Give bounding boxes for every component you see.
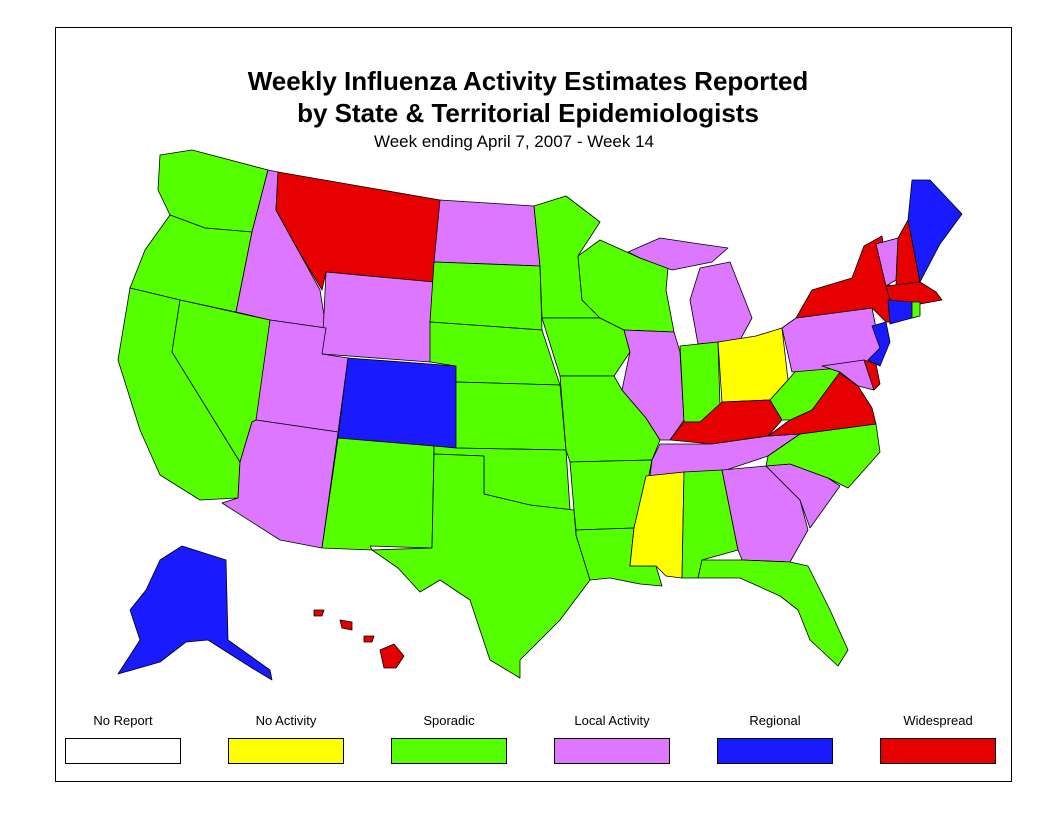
state-CT[interactable] bbox=[887, 299, 913, 325]
state-WY[interactable] bbox=[321, 271, 435, 363]
legend-swatch-sporadic bbox=[391, 738, 507, 764]
legend-label-regional: Regional bbox=[749, 713, 801, 728]
map-title-line1: Weekly Influenza Activity Estimates Repo… bbox=[247, 66, 809, 96]
map-subtitle: Week ending April 7, 2007 - Week 14 bbox=[373, 132, 655, 151]
state-SD[interactable] bbox=[429, 261, 543, 331]
state-HI[interactable] bbox=[313, 609, 405, 669]
legend-label-sporadic: Sporadic bbox=[423, 713, 475, 728]
state-MI-upper[interactable] bbox=[627, 237, 729, 271]
legend-label-no-activity: No Activity bbox=[255, 713, 317, 728]
map-title-line2: by State & Territorial Epidemiologists bbox=[297, 98, 759, 128]
state-FL[interactable] bbox=[697, 559, 849, 667]
state-NM[interactable] bbox=[321, 437, 435, 551]
state-WI[interactable] bbox=[577, 239, 675, 333]
state-CO[interactable] bbox=[337, 357, 457, 449]
legend-swatch-widespread bbox=[880, 738, 996, 764]
state-RI[interactable] bbox=[911, 301, 921, 319]
state-TX[interactable] bbox=[371, 453, 591, 679]
state-AK[interactable] bbox=[117, 545, 273, 681]
state-AZ[interactable] bbox=[221, 419, 339, 549]
state-MD[interactable] bbox=[821, 359, 875, 391]
legend-swatch-local bbox=[554, 738, 670, 764]
legend-swatch-no-activity bbox=[228, 738, 344, 764]
legend-swatch-regional bbox=[717, 738, 833, 764]
state-DE[interactable] bbox=[863, 359, 881, 391]
state-MI[interactable] bbox=[689, 261, 753, 345]
state-KS[interactable] bbox=[455, 381, 567, 451]
legend-label-local: Local Activity bbox=[574, 713, 650, 728]
state-IL[interactable] bbox=[621, 329, 685, 441]
state-ND[interactable] bbox=[433, 199, 541, 267]
legend-label-no-report: No Report bbox=[93, 713, 153, 728]
legend-swatch-no-report bbox=[65, 738, 181, 764]
legend-label-widespread: Widespread bbox=[903, 713, 973, 728]
